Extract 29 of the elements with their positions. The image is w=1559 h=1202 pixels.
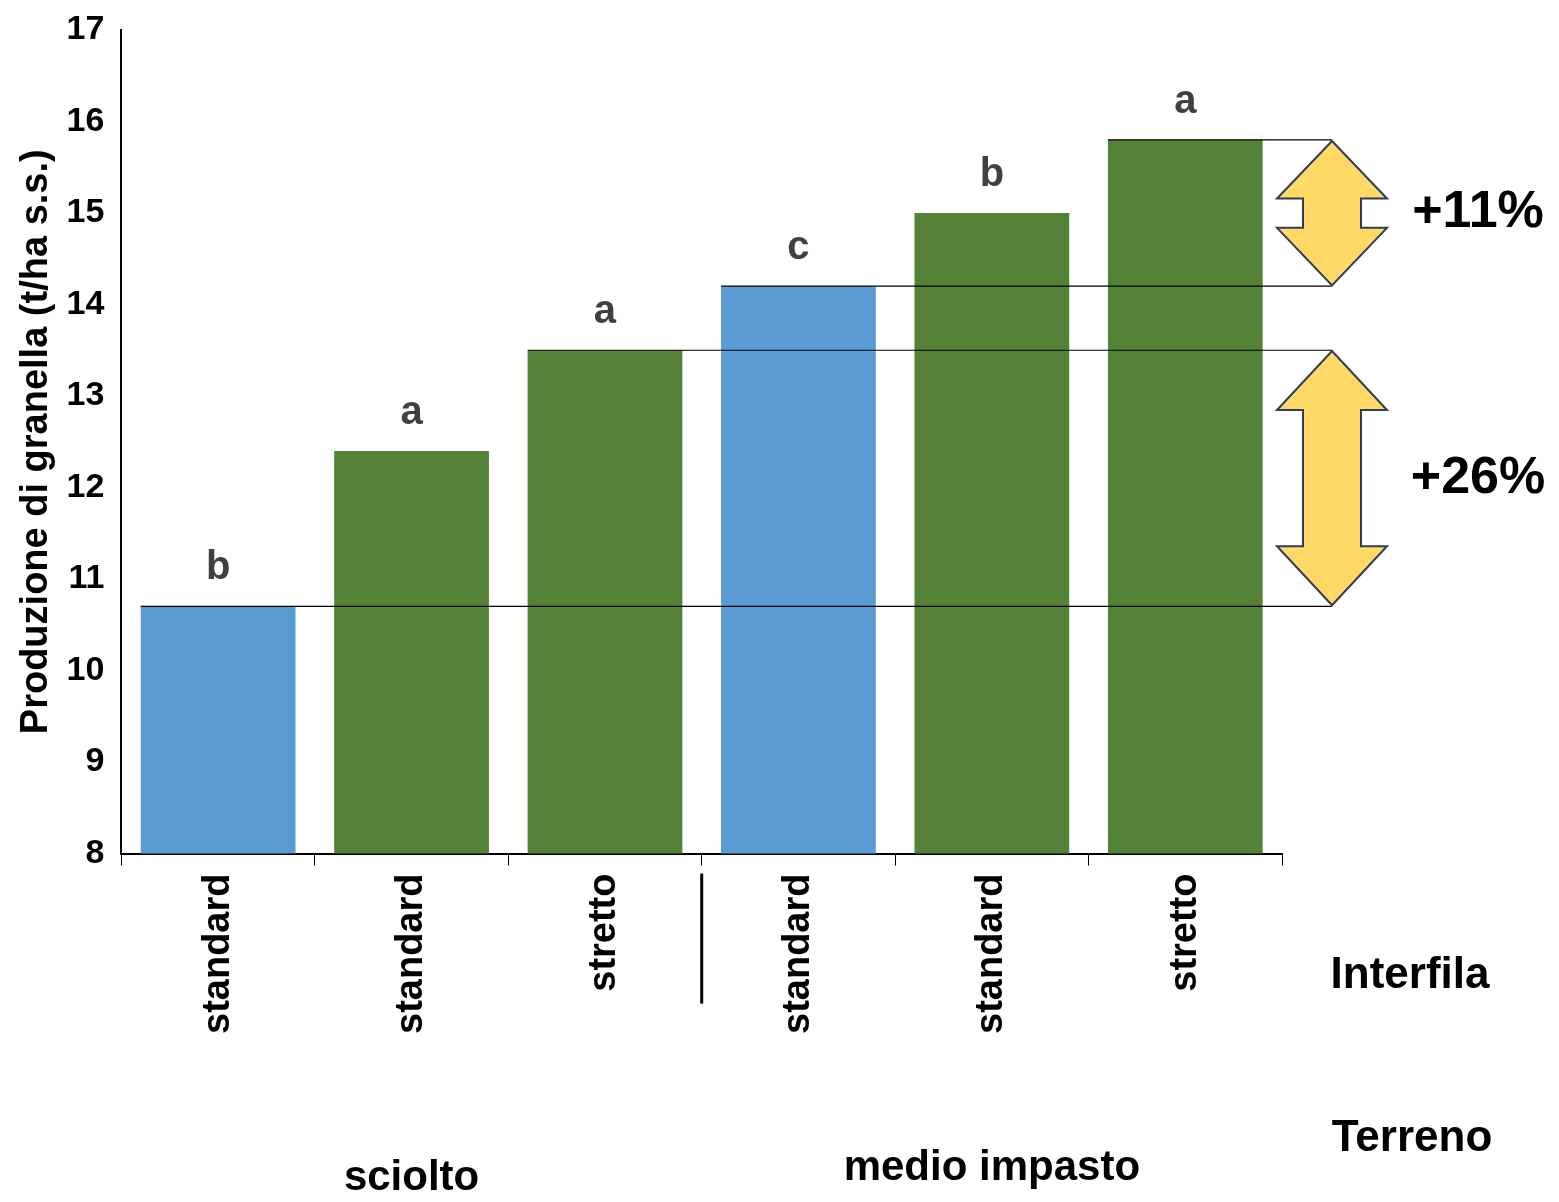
- text: Interfila: [1330, 947, 1490, 997]
- y-tick-label: 8: [85, 831, 105, 870]
- x-tick-label: standard: [194, 873, 237, 1034]
- text: Terreno: [1331, 1110, 1493, 1160]
- text: medio impasto: [843, 1142, 1141, 1190]
- y-tick-label: 15: [66, 191, 105, 230]
- data-label: a: [1174, 76, 1198, 121]
- data-label: c: [787, 223, 810, 268]
- y-tick-label: 10: [66, 648, 105, 687]
- x-tick-label: stretto: [1161, 873, 1204, 992]
- data-label: b: [205, 543, 231, 588]
- y-tick-label: 12: [66, 465, 105, 504]
- data-label: a: [593, 287, 617, 332]
- x-tick-label: standard: [388, 873, 431, 1034]
- x-tick-label: stretto: [581, 873, 624, 992]
- y-axis-title: Produzione di granella (t/ha s.s.): [13, 149, 56, 735]
- text: +11%: [1412, 180, 1544, 239]
- y-tick-label: 13: [66, 374, 105, 413]
- x-tick-label: standard: [968, 873, 1011, 1034]
- text: sciolto: [343, 1152, 480, 1200]
- y-tick-label: 9: [85, 740, 105, 779]
- y-tick-label: 14: [66, 282, 105, 321]
- y-tick-label: 11: [68, 557, 105, 596]
- x-tick-label: standard: [774, 873, 817, 1034]
- data-label: a: [400, 387, 424, 432]
- y-tick-label: 16: [66, 99, 105, 138]
- text: +26%: [1410, 445, 1546, 504]
- y-tick-label: 17: [66, 8, 105, 47]
- data-label: b: [979, 150, 1005, 195]
